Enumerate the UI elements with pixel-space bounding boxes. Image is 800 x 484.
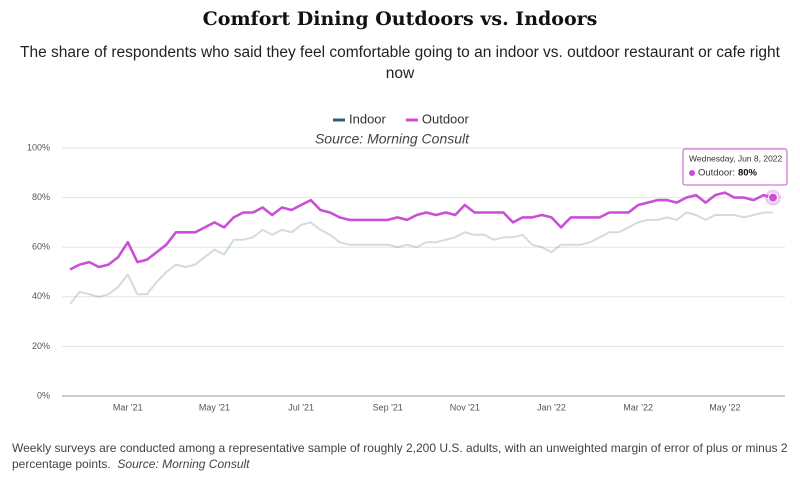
tooltip-value: 80%	[738, 168, 758, 179]
tooltip-date: Wednesday, Jun 8, 2022	[689, 153, 783, 163]
series-line	[69, 211, 773, 305]
y-tick-label: 40%	[32, 291, 50, 301]
x-tick-label: May '22	[709, 402, 740, 412]
y-tick-label: 80%	[32, 192, 50, 202]
y-tick-label: 20%	[32, 341, 50, 351]
chart-subtitle: The share of respondents who said they f…	[20, 44, 780, 82]
source: Source: Morning Consult	[315, 131, 470, 147]
tooltip-dot	[689, 170, 695, 176]
series-line	[69, 191, 774, 271]
y-tick-label: 0%	[37, 390, 50, 400]
y-tick-label: 60%	[32, 242, 50, 252]
legend-label: Indoor	[349, 111, 387, 126]
x-tick-label: Nov '21	[450, 402, 480, 412]
y-tick-label: 100%	[27, 142, 50, 152]
x-tick-label: Sep '21	[373, 402, 403, 412]
x-tick-label: Mar '22	[623, 402, 653, 412]
legend: Indoor Outdoor	[333, 111, 470, 126]
x-tick-label: Mar '21	[113, 402, 143, 412]
x-tick-label: Jan '22	[537, 402, 566, 412]
x-tick-label: Jul '21	[288, 402, 314, 412]
hover-point	[768, 192, 778, 203]
footnote: Weekly surveys are conducted among a rep…	[12, 440, 792, 472]
legend-label: Outdoor	[422, 111, 470, 126]
tooltip: Wednesday, Jun 8, 2022 Outdoor: 80%	[682, 148, 788, 186]
x-tick-label: May '21	[199, 402, 230, 412]
chart-title: Comfort Dining Outdoors vs. Indoors	[203, 8, 598, 30]
footnote-source: Source: Morning Consult	[117, 457, 250, 471]
subtitle-box: The share of respondents who said they f…	[20, 44, 780, 82]
tooltip-box	[682, 148, 788, 186]
footnote-text: Weekly surveys are conducted among a rep…	[12, 441, 788, 471]
tooltip-label: Outdoor:	[698, 168, 735, 179]
